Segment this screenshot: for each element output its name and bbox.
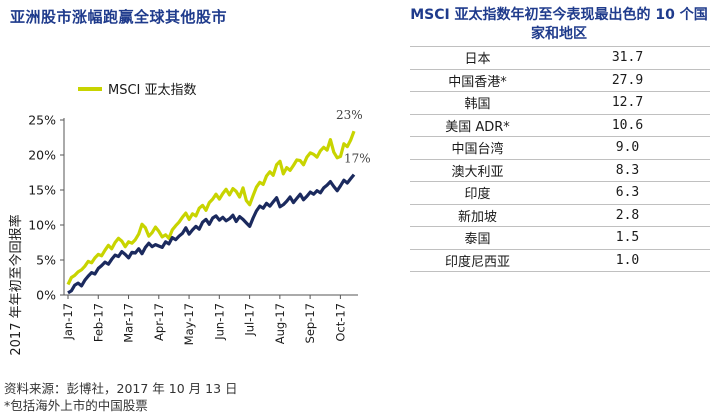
table-row: 泰国 1.5 [410, 226, 710, 250]
table-title: MSCI 亚太指数年初至今表现最出色的 10 个国家和地区 [410, 7, 708, 42]
table-row: 美国 ADR* 10.6 [410, 114, 710, 137]
series-end-label: 17% [344, 152, 371, 166]
country-name: 印度尼西亚 [410, 249, 545, 272]
country-return: 1.0 [545, 249, 710, 272]
country-return: 27.9 [545, 69, 710, 92]
country-name: 新加坡 [410, 204, 545, 227]
table-row: 中国台湾 9.0 [410, 136, 710, 160]
table-row: 中国香港* 27.9 [410, 69, 710, 92]
table-row: 新加坡 2.8 [410, 204, 710, 227]
footer: 资料来源：彭博社，2017 年 10 月 13 日 *包括海外上市的中国股票 [4, 380, 238, 414]
country-name: 美国 ADR* [410, 114, 545, 137]
table-row: 日本 31.7 [410, 46, 710, 70]
country-return: 6.3 [545, 181, 710, 205]
country-name: 日本 [410, 46, 545, 70]
x-tick-label: May-17 [182, 303, 196, 345]
x-tick-label: Sep-17 [303, 303, 317, 343]
source-note: 资料来源：彭博社，2017 年 10 月 13 日 [4, 381, 238, 396]
country-name: 泰国 [410, 226, 545, 250]
x-tick-label: Feb-17 [91, 303, 105, 342]
country-name: 澳大利亚 [410, 159, 545, 182]
country-return: 9.0 [545, 136, 710, 160]
table-row: 印度尼西亚 1.0 [410, 249, 710, 272]
country-return: 12.7 [545, 91, 710, 115]
series-line-msci-asia-pacific [66, 130, 356, 286]
chart-title: 亚洲股市涨幅跑赢全球其他股市 [10, 8, 228, 26]
series-line-secondary [67, 173, 356, 295]
country-name: 中国台湾 [410, 136, 545, 160]
y-tick-label: 15% [28, 183, 56, 198]
table-row: 韩国 12.7 [410, 91, 710, 115]
country-performance-table: 日本 31.7 中国香港* 27.9 韩国 12.7 美国 ADR* 10.6 中国台湾 9.0 澳… [410, 46, 710, 272]
y-tick-label: 25% [28, 113, 56, 128]
country-return: 31.7 [545, 46, 710, 70]
table-row: 澳大利亚 8.3 [410, 159, 710, 182]
x-tick-label: Jun-17 [212, 303, 226, 341]
country-name: 中国香港* [410, 69, 545, 92]
country-return: 8.3 [545, 159, 710, 182]
footnote: *包括海外上市的中国股票 [4, 398, 148, 413]
x-tick-label: Mar-17 [122, 303, 136, 343]
y-tick-label: 0% [36, 288, 56, 303]
x-tick-label: Jul-17 [243, 303, 257, 337]
country-return: 1.5 [545, 226, 710, 250]
y-tick-label: 20% [28, 148, 56, 163]
chart-legend: MSCI 亚太指数 [78, 83, 197, 98]
country-return: 2.8 [545, 204, 710, 227]
country-name: 印度 [410, 181, 545, 205]
legend-label-msci: MSCI 亚太指数 [108, 83, 197, 98]
country-name: 韩国 [410, 91, 545, 115]
country-return: 10.6 [545, 114, 710, 137]
x-tick-label: Oct-17 [333, 303, 347, 342]
x-tick-label: Apr-17 [152, 303, 166, 341]
y-axis-label: 2017 年年初至今回报率 [8, 214, 24, 355]
y-tick-label: 10% [28, 218, 56, 233]
line-chart: MSCI 亚太指数 2017 年年初至今回报率 0% 5% 10% 15% 20% 25%… [8, 83, 371, 356]
x-tick-label: Jan-17 [61, 303, 75, 341]
x-tick-label: Aug-17 [273, 303, 287, 344]
table-row: 印度 6.3 [410, 181, 710, 205]
series-end-label: 23% [336, 108, 363, 122]
y-tick-label: 5% [36, 253, 56, 268]
